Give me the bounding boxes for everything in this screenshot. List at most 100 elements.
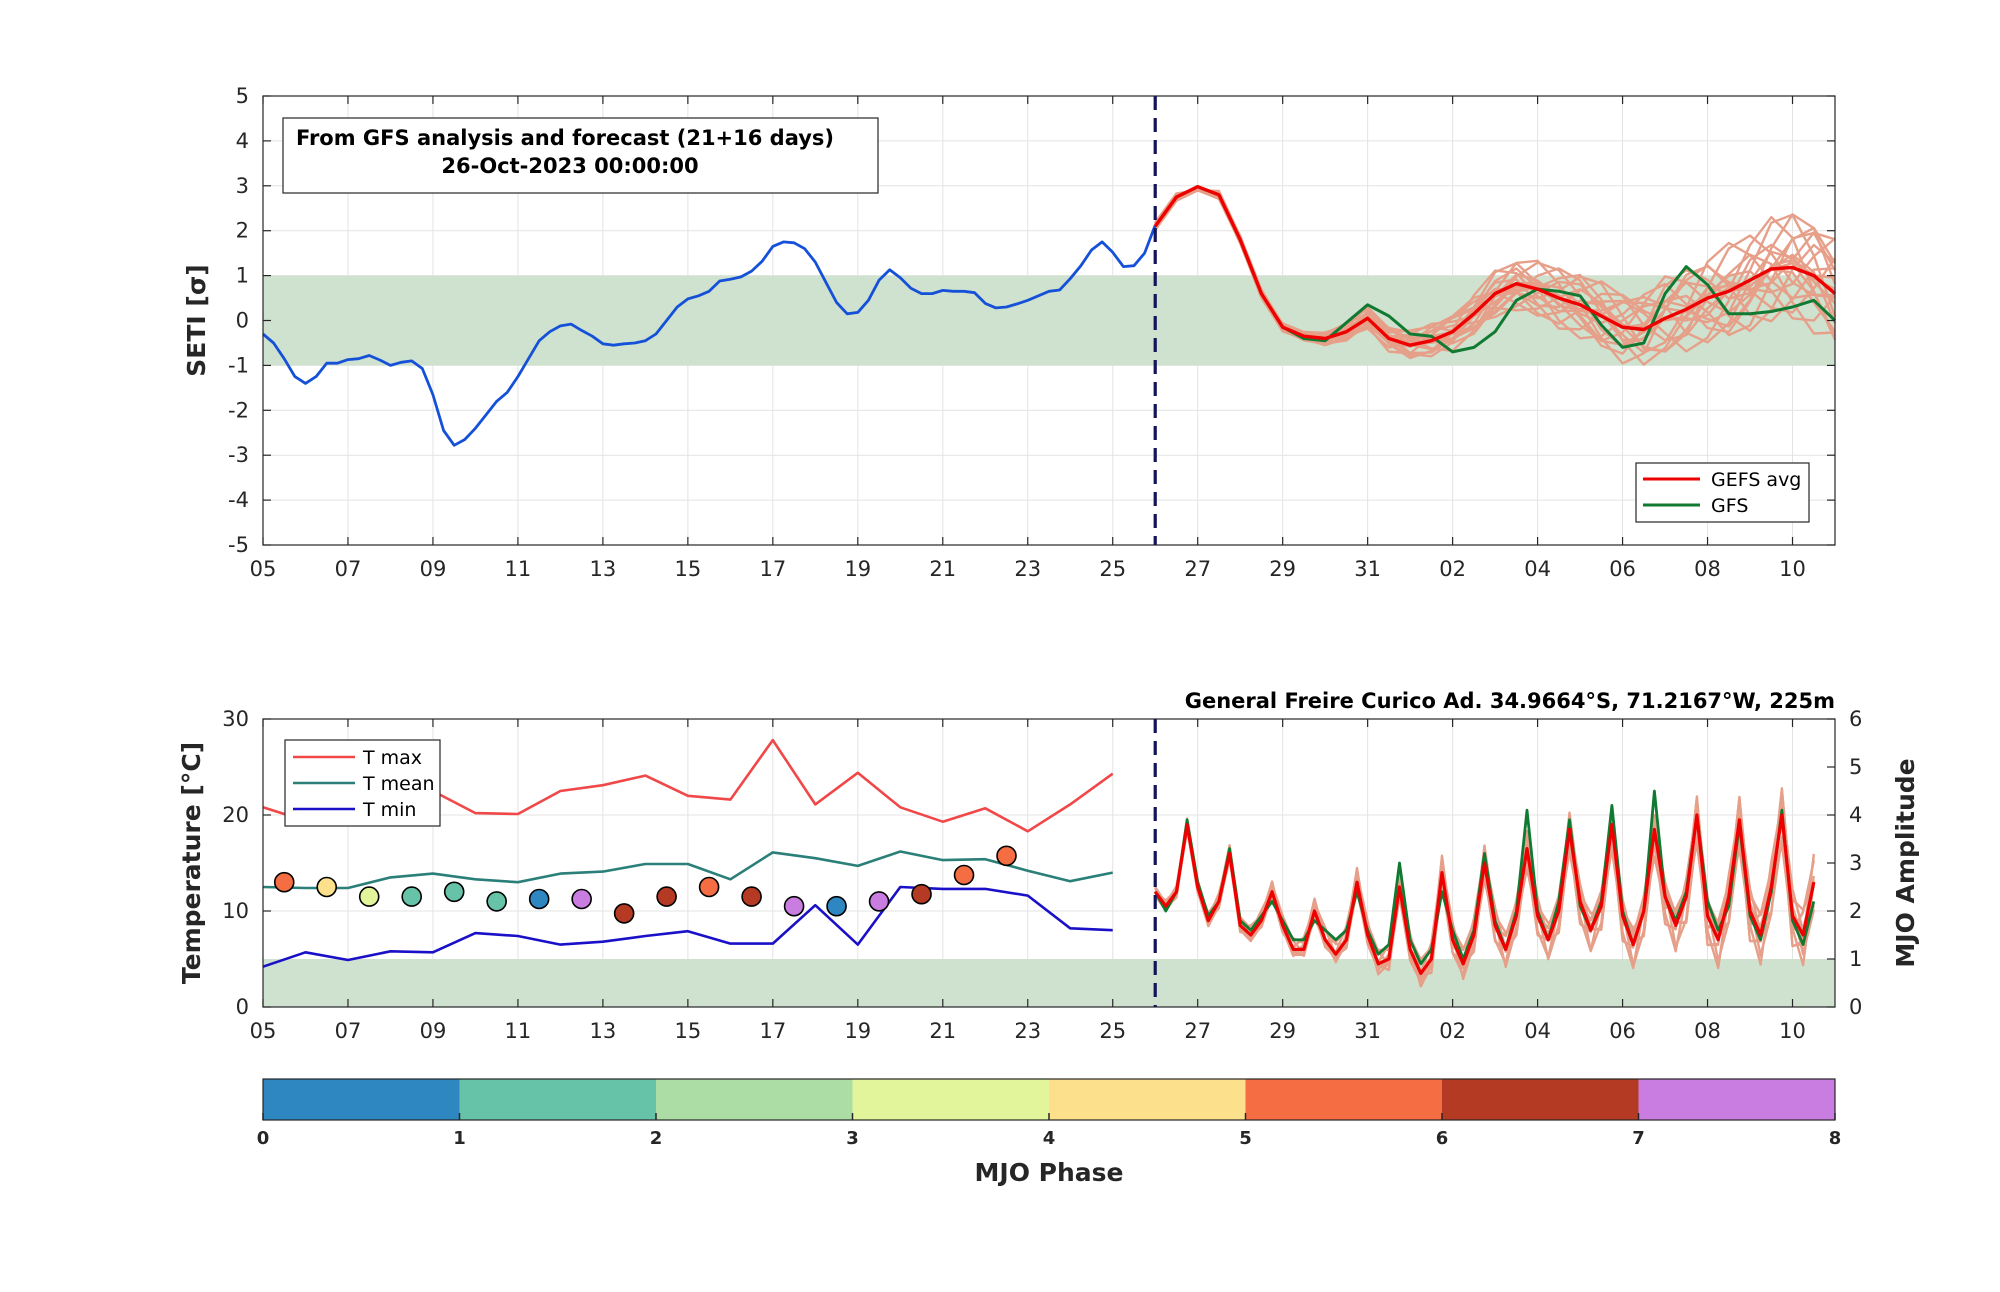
colorbar-tick-label: 2: [650, 1128, 663, 1149]
colorbar-cell-phase-3: [852, 1079, 1050, 1120]
mjo-ytick-label: 1: [1849, 947, 1862, 971]
mjo-amplitude-band: [263, 959, 1835, 1007]
seti-gefs-avg-line: [1153, 185, 1837, 347]
temp-ytick-label: 0: [236, 995, 249, 1019]
seti-xtick-label: 27: [1184, 557, 1211, 581]
temp-xtick-label: 17: [759, 1019, 786, 1043]
temp-xtick-label: 04: [1524, 1019, 1551, 1043]
mjo-point: [613, 903, 635, 924]
mjo-ytick-label: 0: [1849, 995, 1862, 1019]
temp-xtick-label: 13: [590, 1019, 617, 1043]
annotation-box: From GFS analysis and forecast (21+16 da…: [282, 117, 879, 194]
legend-label-tmean: T mean: [362, 773, 435, 795]
mjo-points: [273, 845, 1017, 924]
colorbar-tick-label: 7: [1632, 1128, 1645, 1149]
colorbar-tick-label: 5: [1239, 1128, 1252, 1149]
seti-ytick-label: -4: [228, 488, 249, 512]
colorbar-cell-phase-0: [263, 1079, 460, 1120]
temp-xtick-label: 08: [1694, 1019, 1721, 1043]
legend-label-tmin: T min: [362, 799, 416, 821]
mjo-point: [486, 891, 507, 912]
seti-xtick-label: 29: [1269, 557, 1296, 581]
seti-ytick-label: -2: [228, 398, 249, 422]
colorbar-cell-phase-2: [656, 1079, 853, 1120]
colorbar-cell-phase-1: [459, 1079, 657, 1120]
temp-xtick-label: 06: [1609, 1019, 1636, 1043]
annotation-line-1: From GFS analysis and forecast (21+16 da…: [296, 126, 834, 150]
colorbar-cell-phase-5: [1245, 1079, 1443, 1120]
colorbar-label: MJO Phase: [975, 1158, 1124, 1187]
seti-ytick-label: 3: [236, 174, 249, 198]
temp-xtick-label: 15: [674, 1019, 701, 1043]
seti-ytick-label: 4: [236, 129, 249, 153]
colorbar-cell-phase-6: [1442, 1079, 1639, 1120]
seti-ytick-label: -5: [228, 533, 249, 557]
legend-label-gfs: GFS: [1711, 495, 1748, 517]
temperature-ticks: 05 07 09 11 13 15 17 19 21 23 25 27 29 31 02 04 06 08 1030…: [222, 707, 1862, 1043]
temperature-y-axis-label: Temperature [°C]: [177, 742, 206, 984]
seti-ytick-label: 5: [236, 84, 249, 108]
colorbar-tick-label: 4: [1043, 1128, 1056, 1149]
seti-xtick-label: 31: [1354, 557, 1381, 581]
mjo-point: [953, 864, 975, 886]
temp-xtick-label: 25: [1099, 1019, 1126, 1043]
mjo-point: [316, 876, 338, 898]
legend-label-tmax: T max: [362, 747, 422, 769]
mjo-point: [698, 876, 720, 898]
seti-xtick-label: 19: [844, 557, 871, 581]
seti-ytick-label: 0: [236, 309, 249, 333]
tmean-line: [262, 850, 1113, 890]
colorbar-tick-label: 6: [1436, 1128, 1449, 1149]
mjo-point: [656, 886, 677, 907]
tmin-line: [262, 885, 1113, 968]
mjo-point: [996, 845, 1017, 867]
seti-ytick-label: 2: [236, 219, 249, 243]
seti-xtick-label: 04: [1524, 557, 1551, 581]
mjo-point: [528, 888, 550, 910]
seti-panel: 05 07 09 11 13 15 17 19 21 23 25 27 29 31 02 04 06 08 1054…: [182, 84, 1837, 581]
seti-xtick-label: 17: [759, 557, 786, 581]
colorbar-ticks: 0 1 2 3 4 5 6 7 8: [257, 1113, 1842, 1149]
temp-xtick-label: 07: [335, 1019, 362, 1043]
seti-analysis-line: [262, 224, 1157, 447]
seti-legend: GEFS avg GFS: [1635, 462, 1810, 523]
temp-xtick-label: 02: [1439, 1019, 1466, 1043]
seti-xtick-label: 02: [1439, 557, 1466, 581]
temp-xtick-label: 31: [1354, 1019, 1381, 1043]
seti-xtick-label: 08: [1694, 557, 1721, 581]
seti-lines: [262, 185, 1837, 447]
colorbar-cell-phase-4: [1049, 1079, 1246, 1120]
seti-ytick-label: 1: [236, 264, 249, 288]
temperature-ensemble-members: [1154, 787, 1815, 988]
temp-xtick-label: 29: [1269, 1019, 1296, 1043]
seti-y-axis-label: SETI [σ]: [182, 264, 211, 376]
mjo-ytick-label: 3: [1849, 851, 1862, 875]
temp-xtick-label: 09: [420, 1019, 447, 1043]
annotation-frame: [282, 117, 879, 194]
station-title: General Freire Curico Ad. 34.9664°S, 71.…: [1185, 689, 1835, 713]
mjo-point: [826, 895, 847, 917]
colorbar-tick-label: 8: [1829, 1128, 1842, 1149]
temp-ytick-label: 10: [222, 899, 249, 923]
seti-xtick-label: 10: [1779, 557, 1806, 581]
temp-xtick-label: 23: [1014, 1019, 1041, 1043]
temp-xtick-label: 11: [505, 1019, 532, 1043]
temp-xtick-label: 10: [1779, 1019, 1806, 1043]
temp-xtick-label: 19: [844, 1019, 871, 1043]
mjo-point: [783, 895, 805, 917]
temperature-panel: 05 07 09 11 13 15 17 19 21 23 25 27 29 31 02 04 06 08 1030…: [177, 689, 1920, 1043]
colorbar-cell-phase-7: [1638, 1079, 1836, 1120]
mjo-ytick-label: 5: [1849, 755, 1862, 779]
seti-xtick-label: 21: [929, 557, 956, 581]
temp-ytick-label: 30: [222, 707, 249, 731]
mjo-ytick-label: 2: [1849, 899, 1862, 923]
temperature-legend: T max T mean T min: [284, 739, 441, 827]
colorbar-cells: [263, 1079, 1836, 1120]
temperature-lines: [262, 738, 1816, 975]
mjo-ytick-label: 6: [1849, 707, 1862, 731]
seti-xtick-label: 25: [1099, 557, 1126, 581]
temp-xtick-label: 21: [929, 1019, 956, 1043]
colorbar-tick-label: 3: [846, 1128, 859, 1149]
colorbar-tick-label: 0: [257, 1128, 270, 1149]
